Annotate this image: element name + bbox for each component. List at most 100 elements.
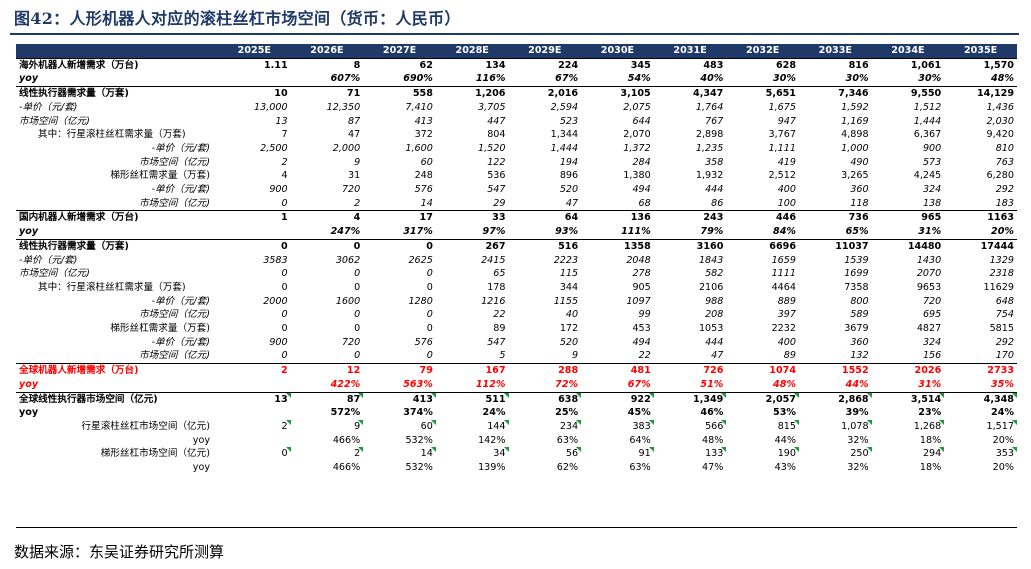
value-cell: 444 xyxy=(705,336,724,348)
value-cell: 494 xyxy=(632,184,651,196)
value-cell: 243 xyxy=(653,210,727,226)
value-cell: 0 xyxy=(281,309,288,321)
value-cell: 53% xyxy=(773,407,796,419)
value-cell: 17 xyxy=(363,210,436,226)
value-cell: 68 xyxy=(638,197,651,209)
row-label: yoy xyxy=(19,378,39,390)
value-cell: 563% xyxy=(403,378,433,390)
value-cell: 644 xyxy=(632,115,651,127)
value-cell: 278 xyxy=(632,268,651,280)
value-cell: 30% xyxy=(918,73,942,85)
value-cell: 40% xyxy=(700,73,724,85)
value-cell: 4 xyxy=(290,210,364,226)
value-cell: 13 xyxy=(218,391,291,407)
value-cell: 9 xyxy=(291,419,364,434)
value-cell: 5,651 xyxy=(726,86,799,101)
value-cell: 1699 xyxy=(844,268,869,280)
row-label: 梯形丝杠市场空间（亿元) xyxy=(100,448,210,460)
value-cell: 18% xyxy=(919,434,942,446)
table-row: -单价（元/套) 3583 3062 2625 2415 2223 2048 1843 1659… xyxy=(16,254,1017,268)
value-cell: 24% xyxy=(482,407,506,419)
value-cell: 576 xyxy=(414,336,433,348)
value-cell: 4,348 xyxy=(944,391,1017,407)
value-cell: 1,169 xyxy=(841,115,869,127)
value-cell: 64 xyxy=(508,210,582,226)
value-cell: 736 xyxy=(799,210,872,226)
value-cell: 2 xyxy=(218,363,291,378)
table-row: yoy 422% 563% 112% 72% 67% 51% 48% 44% 31% 35% xyxy=(16,378,1017,392)
row-label: 线性执行器需求量（万套) xyxy=(16,238,218,254)
value-cell: 422% xyxy=(330,378,361,390)
value-cell: 63% xyxy=(556,434,579,446)
row-label: yoy xyxy=(19,73,39,85)
value-cell: 47% xyxy=(702,462,724,474)
table-row: 其中：行星滚柱丝杠需求量（万套) 0 0 0 178 344 905 2106 4464 7358… xyxy=(16,281,1017,295)
value-cell: 566 xyxy=(654,419,727,434)
value-cell: 0 xyxy=(354,309,361,321)
value-cell: 224 xyxy=(508,57,582,73)
value-cell: 358 xyxy=(705,156,724,168)
row-label: 全球线性执行器市场空间（亿元) xyxy=(16,391,218,407)
value-cell: 48% xyxy=(991,73,1014,85)
value-cell: 22 xyxy=(638,350,651,362)
row-label: 梯形丝杠需求量（万套) xyxy=(110,170,210,182)
value-cell: 0 xyxy=(354,268,361,280)
value-cell: 9653 xyxy=(916,281,942,293)
value-cell: 1,444 xyxy=(550,142,579,154)
value-cell: 0 xyxy=(281,197,288,209)
value-cell: 360 xyxy=(850,184,869,196)
value-cell: 29 xyxy=(493,197,506,209)
value-cell: 816 xyxy=(799,57,872,73)
table-header-row: 2025E 2026E 2027E 2028E 2029E 2030E 2031E 2032E… xyxy=(16,44,1017,59)
value-cell: 1843 xyxy=(698,254,724,266)
value-cell: 30% xyxy=(773,73,796,85)
value-cell: 32% xyxy=(847,462,869,474)
value-cell: 292 xyxy=(995,336,1014,348)
value-cell: 46% xyxy=(700,407,724,419)
row-label: yoy xyxy=(192,462,210,474)
value-cell: 12 xyxy=(290,363,364,378)
value-cell: 4464 xyxy=(771,281,796,293)
value-cell: 2415 xyxy=(481,254,506,266)
table-row: yoy 466% 532% 139% 62% 63% 47% 43% 32% 18% 20% xyxy=(16,461,1017,475)
value-cell: 900 xyxy=(922,142,942,154)
value-cell: 3062 xyxy=(335,254,361,266)
value-cell: 14480 xyxy=(871,238,945,254)
value-cell: 3679 xyxy=(844,323,869,335)
value-cell: 9 xyxy=(354,156,361,168)
value-cell: 134 xyxy=(435,57,509,73)
value-cell: 447 xyxy=(487,115,506,127)
row-label: 全球机器人新增需求（万台) xyxy=(16,363,218,378)
table-row: 市场空间（亿元) 0 0 0 5 9 22 47 89 132 156 170 xyxy=(16,349,1017,363)
value-cell: 13 xyxy=(275,115,288,127)
value-cell: 167 xyxy=(435,363,509,378)
value-cell: 100 xyxy=(777,197,796,209)
value-cell: 536 xyxy=(487,170,506,182)
table-row: 梯形丝杠需求量（万套) 0 0 0 89 172 453 1053 2232 3679 4827 58… xyxy=(16,322,1017,336)
value-cell: 726 xyxy=(653,363,727,378)
table-body: 海外机器人新增需求（万台) 1.11 8 62 134 224 345 483 628 816 1,… xyxy=(16,57,1017,475)
value-cell: 576 xyxy=(414,184,433,196)
value-cell: 67% xyxy=(627,378,651,390)
value-cell: 89 xyxy=(493,323,506,335)
value-cell: 1,000 xyxy=(841,142,869,154)
table-row: -单价（元/套) 900 720 576 547 520 494 444 400 360 324 29… xyxy=(16,336,1017,350)
value-cell: 91 xyxy=(581,447,654,461)
table-row: 市场空间（亿元) 0 0 0 65 115 278 582 1111 1699 2070 2318 xyxy=(16,267,1017,281)
table-row: 海外机器人新增需求（万台) 1.11 8 62 134 224 345 483 628 816 1,… xyxy=(16,57,1017,73)
value-cell: 494 xyxy=(632,336,651,348)
value-cell: 144 xyxy=(436,419,509,434)
value-cell: 2,057 xyxy=(726,391,799,407)
value-cell: 547 xyxy=(487,336,506,348)
value-cell: 638 xyxy=(508,391,582,407)
value-cell: 1097 xyxy=(626,295,651,307)
value-cell: 22 xyxy=(493,309,506,321)
value-cell: 900 xyxy=(269,336,288,348)
year-header-cell: 2027E xyxy=(363,44,436,59)
value-cell: 690% xyxy=(403,73,433,85)
row-label: 海外机器人新增需求（万台) xyxy=(16,57,218,73)
row-label: 市场空间（亿元) xyxy=(139,350,210,362)
value-cell: 1,520 xyxy=(478,142,506,154)
value-cell: 2,512 xyxy=(768,170,796,182)
value-cell: 453 xyxy=(632,323,651,335)
